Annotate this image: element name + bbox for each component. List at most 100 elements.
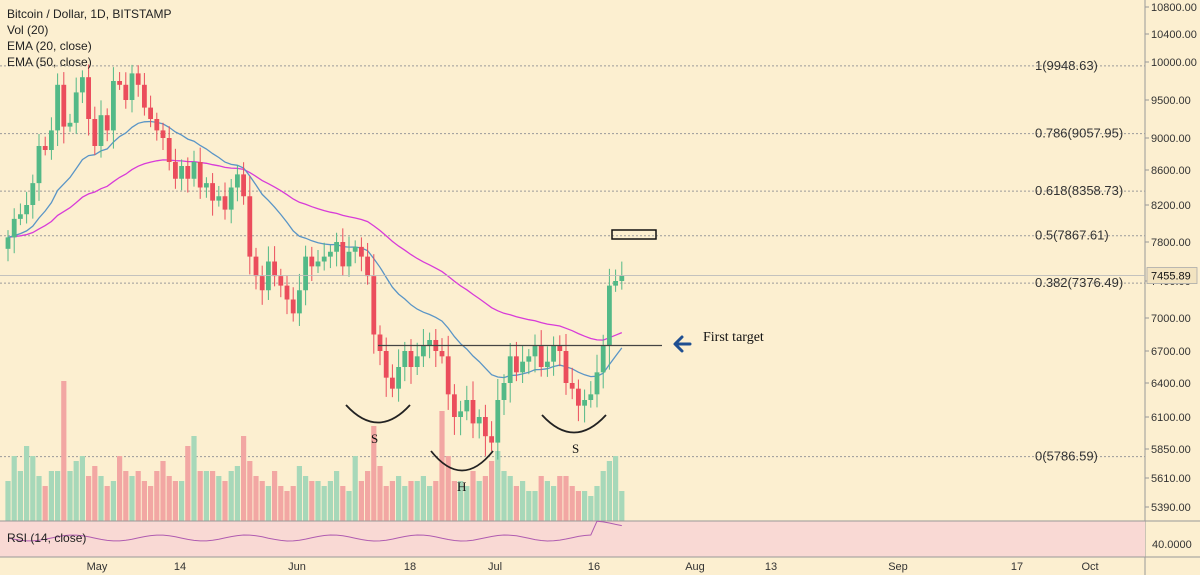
candle-down — [135, 73, 141, 85]
candle-down — [185, 166, 191, 179]
candle-up — [204, 183, 209, 188]
time-tick-label: Sep — [888, 561, 908, 573]
fib-level-label: 0(5786.59) — [1035, 449, 1098, 464]
volume-bar — [470, 471, 476, 521]
rsi-label: RSI (14, close) — [7, 531, 86, 545]
head-arc — [430, 450, 494, 472]
volume-bar — [445, 456, 451, 521]
volume-bar — [513, 486, 519, 521]
candle-up — [315, 261, 321, 267]
candle-up — [619, 275, 625, 281]
right-shoulder-label: S — [572, 441, 579, 456]
price-tick-label: 10400.00 — [1151, 29, 1197, 41]
candle-down — [514, 356, 519, 373]
volume-bar — [520, 481, 526, 521]
volume-bar — [222, 481, 228, 521]
indicator-ema50[interactable]: EMA (50, close) — [7, 55, 92, 69]
candle-up — [129, 73, 135, 100]
volume-bar — [36, 476, 42, 521]
candle-down — [383, 351, 389, 378]
candle-up — [495, 400, 501, 443]
volume-bar — [606, 461, 612, 521]
candle-down — [173, 162, 178, 179]
candle-up — [73, 92, 79, 123]
volume-bar — [259, 481, 265, 521]
candle-up — [421, 345, 426, 357]
ema20-line — [7, 120, 623, 379]
volume-bar — [464, 486, 470, 521]
price-tick-label: 8200.00 — [1151, 200, 1191, 212]
volume-bar — [420, 476, 426, 521]
fib-level-label: 0.5(7867.61) — [1035, 228, 1109, 243]
volume-bar — [123, 471, 129, 521]
rsi-tick-label: 40.0000 — [1152, 539, 1192, 551]
volume-bar — [278, 486, 284, 521]
price-tick-label: 7800.00 — [1151, 237, 1191, 249]
volume-bar — [600, 471, 606, 521]
fib-level-label: 0.786(9057.95) — [1035, 126, 1123, 141]
candle-down — [241, 174, 246, 197]
candle-up — [11, 218, 17, 238]
candle-up — [111, 81, 116, 131]
candle-down — [470, 400, 476, 424]
volume-bar — [179, 481, 185, 521]
candle-up — [191, 162, 197, 179]
last-price-tag — [1146, 267, 1198, 284]
volume-bar — [148, 486, 154, 521]
volume-bar — [433, 481, 439, 521]
candle-up — [464, 400, 470, 412]
volume-bar — [557, 476, 563, 521]
volume-bar — [402, 486, 408, 521]
candle-down — [538, 345, 544, 367]
volume-bar — [501, 471, 507, 521]
fib-level-label: 1(9948.63) — [1035, 58, 1098, 73]
indicator-volume[interactable]: Vol (20) — [7, 23, 49, 37]
volume-bar — [427, 486, 433, 521]
volume-bar — [569, 486, 575, 521]
candle-up — [334, 242, 339, 252]
volume-bar — [265, 486, 271, 521]
price-tick-label: 6100.00 — [1151, 412, 1191, 424]
candle-down — [92, 119, 98, 146]
candle-down — [86, 77, 91, 119]
candle-down — [377, 334, 383, 351]
volume-bar — [185, 446, 191, 521]
candle-down — [309, 256, 315, 267]
volume-bar — [191, 436, 197, 521]
right-shoulder-arc — [541, 414, 607, 434]
candle-down — [340, 242, 346, 267]
candle-down — [290, 299, 296, 314]
candle-up — [476, 417, 482, 424]
price-tick-label: 5390.00 — [1151, 502, 1191, 514]
indicator-ema20[interactable]: EMA (20, close) — [7, 39, 92, 53]
first-target-label: First target — [703, 330, 764, 345]
time-tick-label: 16 — [588, 561, 600, 573]
candle-up — [303, 256, 308, 291]
volume-bar — [92, 466, 98, 521]
volume-bar — [55, 471, 61, 521]
volume-bar — [290, 486, 296, 521]
candle-up — [55, 84, 60, 131]
volume-bar — [135, 471, 141, 521]
volume-bar — [86, 476, 92, 521]
candle-up — [352, 246, 358, 252]
volume-bar — [532, 491, 538, 521]
price-tick-label: 10800.00 — [1151, 2, 1197, 14]
volume-bar — [253, 476, 259, 521]
candle-down — [359, 246, 364, 257]
candle-down — [452, 394, 457, 417]
candle-up — [607, 285, 612, 346]
time-tick-label: Aug — [685, 561, 705, 573]
candle-up — [228, 187, 234, 210]
candle-down — [42, 146, 48, 150]
volume-bar — [104, 486, 110, 521]
candle-up — [179, 166, 184, 179]
candle-up — [24, 205, 29, 215]
candle-down — [142, 84, 147, 108]
volume-bar — [327, 481, 333, 521]
volume-bar — [141, 481, 147, 521]
volume-bar — [613, 456, 619, 521]
fib-level-label: 0.618(8358.73) — [1035, 183, 1123, 198]
volume-bar — [272, 471, 278, 521]
